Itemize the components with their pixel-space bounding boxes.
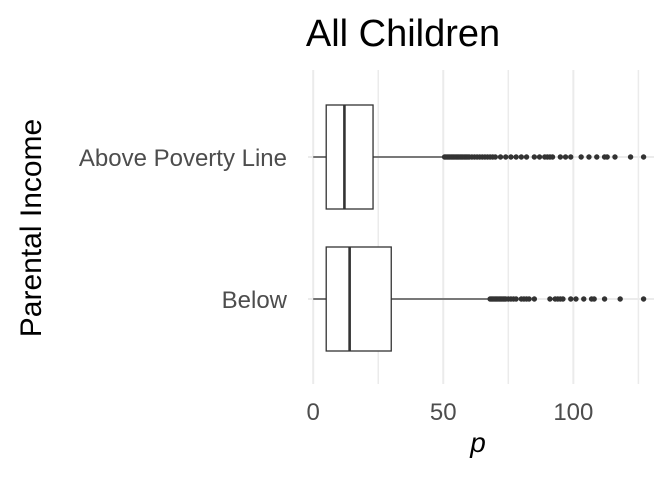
outlier-point: [513, 154, 519, 160]
y-tick-label: Below: [222, 287, 288, 314]
outlier-point: [497, 154, 504, 160]
outlier-point: [518, 154, 525, 160]
outlier-point: [586, 154, 592, 160]
chart-title: All Children: [306, 13, 500, 55]
outlier-point: [604, 154, 610, 160]
outlier-point: [508, 154, 514, 160]
outlier-point: [568, 296, 574, 302]
box: [325, 246, 392, 352]
outlier-point: [640, 154, 647, 160]
outlier-point: [492, 154, 499, 160]
outlier-point: [578, 154, 584, 160]
outlier-point: [557, 154, 564, 160]
outlier-point: [536, 154, 543, 160]
outlier-point: [627, 154, 634, 160]
outlier-point: [513, 296, 519, 302]
plot-area: 0 50 100 Above Poverty Line Below: [79, 70, 654, 426]
outlier-point: [560, 296, 566, 302]
outlier-point: [640, 296, 647, 302]
x-tick-label: 0: [307, 399, 320, 426]
outlier-point: [549, 154, 556, 160]
x-axis-label: p: [469, 427, 486, 458]
outlier-point: [531, 154, 538, 160]
outlier-point: [547, 296, 553, 302]
outlier-point: [523, 154, 530, 160]
y-axis-label: Parental Income: [15, 119, 48, 337]
outlier-point: [562, 154, 569, 160]
outlier-point: [594, 154, 600, 160]
outlier-point: [568, 154, 574, 160]
outlier-point: [573, 296, 579, 302]
y-tick-label: Above Poverty Line: [79, 145, 287, 172]
outlier-point: [591, 296, 597, 302]
box: [325, 104, 374, 210]
outlier-point: [601, 296, 608, 302]
outlier-point: [526, 296, 532, 302]
outlier-point: [503, 154, 509, 160]
x-tick-label: 50: [430, 399, 457, 426]
outlier-point: [531, 296, 538, 302]
outlier-point: [612, 154, 618, 160]
outlier-point: [617, 296, 623, 302]
x-tick-label: 100: [553, 399, 593, 426]
outlier-point: [581, 296, 587, 302]
